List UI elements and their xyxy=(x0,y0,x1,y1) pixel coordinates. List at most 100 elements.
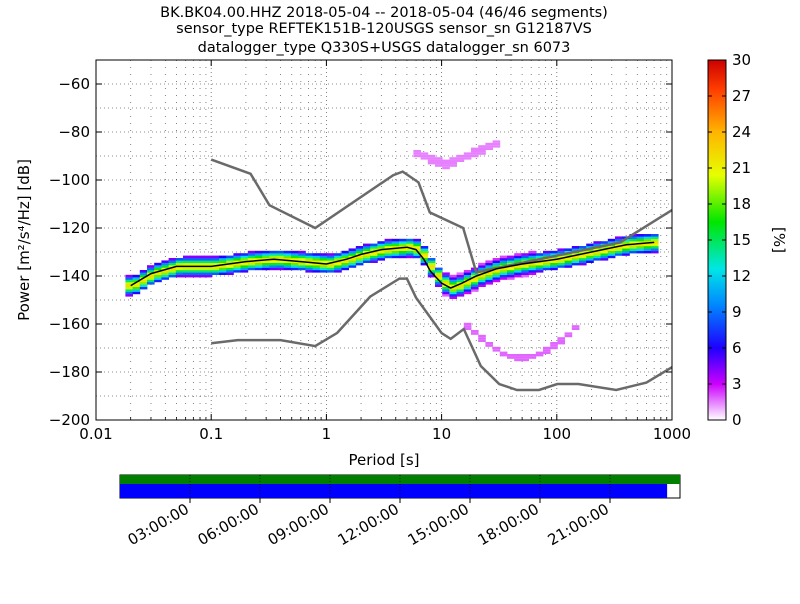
heatmap-cell xyxy=(579,250,587,254)
heatmap-cell xyxy=(600,253,609,256)
colorbar-tick-label: 30 xyxy=(732,51,751,69)
y-tick-label: −180 xyxy=(49,363,90,381)
heatmap-cell xyxy=(499,351,508,354)
heatmap-cell xyxy=(557,248,566,251)
heatmap-cell xyxy=(593,250,602,254)
heatmap-cell xyxy=(456,286,465,290)
heatmap-cell xyxy=(485,272,494,275)
heatmap-cell xyxy=(406,241,414,244)
heatmap-cell xyxy=(485,260,494,263)
heatmap-cell xyxy=(399,250,407,254)
heatmap-cell xyxy=(629,241,638,244)
heatmap-cell xyxy=(255,250,263,254)
heatmap-cell xyxy=(442,291,450,295)
heatmap-cell xyxy=(247,253,256,256)
heatmap-cell xyxy=(125,294,134,297)
heatmap-cell xyxy=(535,253,544,256)
heatmap-cell xyxy=(226,258,234,261)
heatmap-cell xyxy=(622,246,630,249)
heatmap-cell xyxy=(363,255,371,259)
heatmap-cell xyxy=(478,277,486,280)
heatmap-cell xyxy=(276,260,285,263)
heatmap-cell xyxy=(643,246,652,249)
heatmap-cell xyxy=(507,356,515,359)
heatmap-cell xyxy=(327,262,335,266)
heatmap-cell xyxy=(435,272,443,275)
heatmap-cell xyxy=(341,250,350,254)
heatmap-cell xyxy=(471,284,479,287)
heatmap-cell xyxy=(197,255,206,259)
heatmap-cell xyxy=(485,265,494,268)
heatmap-cell xyxy=(478,279,486,283)
heatmap-cell xyxy=(478,145,486,148)
heatmap-cell xyxy=(615,243,623,247)
heatmap-cell xyxy=(327,258,335,261)
heatmap-cell xyxy=(204,255,213,259)
colorbar-tick-label: 15 xyxy=(732,231,751,249)
heatmap-cell xyxy=(204,262,213,266)
heatmap-cell xyxy=(168,274,177,278)
heatmap-cell xyxy=(255,265,263,268)
heatmap-cell xyxy=(125,286,134,290)
heatmap-cell xyxy=(629,250,638,254)
heatmap-cell xyxy=(651,250,659,254)
heatmap-cell xyxy=(161,260,170,263)
colorbar-ticks: 0 3 6 9 12 15 18 21 24 27 30 xyxy=(708,51,751,429)
heatmap-cell xyxy=(161,277,170,280)
heatmap-cell xyxy=(636,243,645,247)
heatmap-cell xyxy=(355,250,364,254)
heatmap-cell xyxy=(211,258,220,261)
y-axis-label: Power [m²/s⁴/Hz] [dB] xyxy=(15,159,33,321)
heatmap-cell xyxy=(485,279,494,283)
heatmap-cell xyxy=(269,262,278,266)
heatmap-cell xyxy=(240,265,249,268)
heatmap-cell xyxy=(449,286,458,290)
heatmap-cell xyxy=(463,282,472,285)
heatmap-cell xyxy=(420,248,429,251)
heatmap-cell xyxy=(183,260,191,263)
heatmap-cell xyxy=(204,258,213,261)
heatmap-cell xyxy=(175,272,184,275)
heatmap-cell xyxy=(262,253,270,256)
heatmap-cell xyxy=(586,255,594,259)
heatmap-cell xyxy=(593,241,602,244)
heatmap-cell xyxy=(471,150,479,153)
heatmap-cell xyxy=(377,253,386,256)
heatmap-cell xyxy=(219,260,227,263)
heatmap-cell xyxy=(226,265,234,268)
heatmap-cell xyxy=(305,253,314,256)
colorbar-tick-label: 3 xyxy=(732,375,742,393)
heatmap-cell xyxy=(255,267,263,271)
heatmap-cell xyxy=(420,255,429,259)
heatmap-cell xyxy=(535,351,544,354)
heatmap-cell xyxy=(449,277,458,280)
heatmap-cell xyxy=(507,267,515,271)
heatmap-cell xyxy=(355,255,364,259)
coverage-timeline: 03:00:00 06:00:00 09:00:00 12:00:00 15:00:00… xyxy=(119,474,681,549)
heatmap-cell xyxy=(543,253,551,256)
colorbar-label: [%] xyxy=(770,227,788,253)
heatmap-cell xyxy=(586,260,594,263)
heatmap-cell xyxy=(175,260,184,263)
heatmap-cell xyxy=(571,260,580,263)
heatmap-cell xyxy=(485,274,494,278)
heatmap-cell xyxy=(636,248,645,251)
heatmap-cell xyxy=(507,277,515,280)
heatmap-cell xyxy=(535,270,544,273)
heatmap-cell xyxy=(283,255,292,259)
heatmap-cell xyxy=(283,250,292,254)
heatmap-cell xyxy=(139,282,148,285)
colorbar-tick-label: 9 xyxy=(732,303,742,321)
heatmap-cell xyxy=(586,253,594,256)
heatmap-cell xyxy=(341,267,350,271)
heatmap-cell xyxy=(363,260,371,263)
heatmap-cell xyxy=(334,258,342,261)
heatmap-cell xyxy=(211,262,220,266)
heatmap-cell xyxy=(147,282,155,285)
heatmap-cell xyxy=(535,262,544,266)
heatmap-cell xyxy=(492,270,501,273)
y-tick-label: −100 xyxy=(49,171,90,189)
heatmap-cell xyxy=(449,162,458,165)
heatmap-cell xyxy=(478,337,486,340)
heatmap-cell xyxy=(636,241,645,244)
